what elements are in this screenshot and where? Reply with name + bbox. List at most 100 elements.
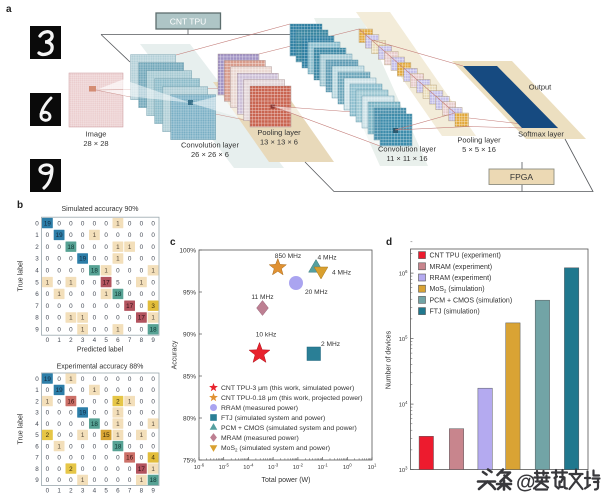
svg-text:1: 1: [116, 432, 120, 439]
svg-text:0: 0: [128, 268, 132, 275]
svg-text:0: 0: [128, 387, 132, 394]
svg-text:0: 0: [93, 315, 97, 322]
svg-text:0: 0: [104, 455, 108, 462]
svg-text:0: 0: [116, 303, 120, 310]
svg-text:106: 106: [399, 269, 408, 278]
svg-text:5: 5: [35, 279, 39, 286]
svg-text:PCM + CMOS (simulated system a: PCM + CMOS (simulated system and power): [221, 425, 357, 432]
svg-text:Predicted label: Predicted label: [77, 347, 124, 354]
svg-text:0: 0: [93, 291, 97, 298]
svg-text:6: 6: [116, 337, 120, 344]
svg-text:1: 1: [93, 387, 97, 394]
svg-text:0: 0: [46, 268, 50, 275]
svg-text:5 × 5 × 16: 5 × 5 × 16: [462, 145, 496, 154]
svg-text:7: 7: [128, 488, 132, 495]
svg-text:0: 0: [57, 268, 61, 275]
svg-text:28 × 28: 28 × 28: [83, 139, 108, 148]
svg-text:0: 0: [57, 220, 61, 227]
svg-text:1: 1: [93, 232, 97, 239]
svg-text:0: 0: [140, 443, 144, 450]
svg-text:MoS2 (simulated system and pow: MoS2 (simulated system and power): [221, 445, 330, 453]
svg-text:0: 0: [151, 398, 155, 405]
svg-text:7: 7: [128, 337, 132, 344]
svg-text:1: 1: [140, 279, 144, 286]
svg-text:1: 1: [151, 421, 155, 428]
svg-text:0: 0: [93, 256, 97, 263]
svg-text:0: 0: [104, 398, 108, 405]
svg-text:0: 0: [140, 220, 144, 227]
svg-text:16: 16: [126, 455, 134, 462]
svg-text:3: 3: [151, 303, 155, 310]
svg-text:0: 0: [104, 220, 108, 227]
svg-text:0: 0: [128, 432, 132, 439]
svg-text:10-3: 10-3: [268, 463, 279, 472]
svg-text:0: 0: [57, 410, 61, 417]
svg-text:0: 0: [81, 291, 85, 298]
svg-text:0: 0: [104, 232, 108, 239]
svg-text:19: 19: [79, 410, 87, 417]
svg-text:Pooling layer: Pooling layer: [457, 136, 501, 145]
svg-text:0: 0: [140, 256, 144, 263]
svg-text:0: 0: [69, 220, 73, 227]
svg-text:80%: 80%: [183, 415, 196, 422]
svg-text:0: 0: [140, 232, 144, 239]
svg-text:0: 0: [104, 376, 108, 383]
svg-text:0: 0: [81, 443, 85, 450]
svg-text:0: 0: [104, 443, 108, 450]
svg-text:0: 0: [104, 244, 108, 251]
svg-text:0: 0: [128, 376, 132, 383]
svg-text:1: 1: [104, 268, 108, 275]
svg-text:101: 101: [368, 463, 377, 472]
svg-text:0: 0: [116, 466, 120, 473]
svg-text:0: 0: [151, 232, 155, 239]
svg-text:0: 0: [104, 327, 108, 334]
svg-text:7: 7: [35, 455, 39, 462]
svg-text:0: 0: [140, 291, 144, 298]
svg-text:0: 0: [69, 432, 73, 439]
svg-text:0: 0: [57, 477, 61, 484]
svg-text:3: 3: [81, 488, 85, 495]
svg-text:26 × 26 × 6: 26 × 26 × 6: [191, 150, 229, 159]
svg-text:0: 0: [116, 477, 120, 484]
svg-text:2: 2: [35, 398, 39, 405]
svg-text:Pooling layer: Pooling layer: [257, 128, 301, 137]
svg-text:0: 0: [57, 376, 61, 383]
svg-text:8: 8: [35, 315, 39, 322]
svg-text:17: 17: [138, 466, 146, 473]
svg-text:0: 0: [46, 256, 50, 263]
svg-text:0: 0: [140, 421, 144, 428]
svg-text:9: 9: [151, 488, 155, 495]
svg-text:18: 18: [150, 477, 158, 484]
svg-text:10-1: 10-1: [318, 463, 329, 472]
svg-text:0: 0: [46, 387, 50, 394]
svg-text:0: 0: [93, 410, 97, 417]
svg-text:9: 9: [35, 477, 39, 484]
svg-text:a: a: [6, 4, 12, 15]
svg-text:0: 0: [57, 244, 61, 251]
svg-text:10-2: 10-2: [293, 463, 304, 472]
svg-text:1: 1: [151, 268, 155, 275]
svg-text:Convolution layer: Convolution layer: [378, 145, 436, 154]
svg-text:0: 0: [128, 466, 132, 473]
svg-text:1: 1: [69, 315, 73, 322]
svg-text:19: 19: [56, 232, 64, 239]
svg-text:3: 3: [81, 337, 85, 344]
svg-text:0: 0: [116, 376, 120, 383]
svg-text:0: 0: [128, 421, 132, 428]
svg-text:0: 0: [69, 291, 73, 298]
svg-text:FPGA: FPGA: [510, 172, 533, 182]
svg-text:RRAM (measured power): RRAM (measured power): [221, 405, 298, 412]
svg-text:4: 4: [151, 455, 155, 462]
svg-text:19: 19: [44, 376, 52, 383]
svg-text:Accuracy: Accuracy: [172, 340, 179, 369]
svg-text:0: 0: [69, 443, 73, 450]
svg-text:5: 5: [104, 337, 108, 344]
svg-text:0: 0: [46, 421, 50, 428]
svg-text:1: 1: [69, 279, 73, 286]
svg-text:0: 0: [140, 268, 144, 275]
svg-text:1: 1: [151, 466, 155, 473]
svg-text:0: 0: [69, 477, 73, 484]
svg-text:Experimental accuracy 88%: Experimental accuracy 88%: [57, 364, 144, 371]
svg-text:RRAM (experiment): RRAM (experiment): [430, 275, 492, 282]
svg-text:5: 5: [35, 432, 39, 439]
